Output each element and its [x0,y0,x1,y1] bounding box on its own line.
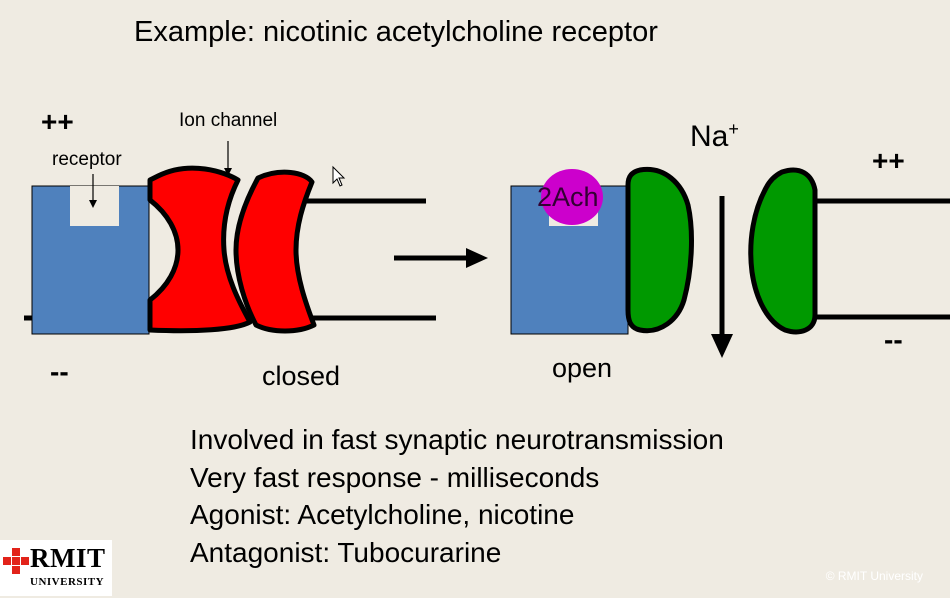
logo-wordmark: RMIT [30,543,106,573]
slide-title: Example: nicotinic acetylcholine recepto… [134,16,658,48]
closed-state-label: closed [262,361,341,391]
ligand-label: 2Ach [537,182,599,212]
copyright-notice: © RMIT University [825,569,923,583]
fact-item: Very fast response - milliseconds [190,461,600,493]
rmit-pixel-mark-icon [3,548,29,574]
ion-channel-open-left [625,166,694,334]
receptor-pointer-head [89,200,97,208]
sodium-ion-charge: + [728,119,739,139]
charge-bottom-open: -- [884,324,903,355]
charge-top-closed: ++ [41,106,74,137]
charge-top-open: ++ [872,145,905,176]
binding-site-closed [70,186,119,226]
fact-item: Antagonist: Tubocurarine [190,536,502,568]
ion-channel-closed-right [233,169,317,334]
ion-flow-arrow-head [711,334,733,358]
charge-bottom-closed: -- [50,356,69,387]
ion-channel-closed-left [147,165,253,334]
ion-channel-pointer-head [224,168,232,176]
rmit-logo: RMIT UNIVERSITY [0,540,112,596]
fact-list: Involved in fast synaptic neurotransmiss… [190,421,724,571]
ion-channel-label: Ion channel [179,110,278,131]
mouse-cursor-icon [332,165,346,187]
sodium-ion-symbol: Na [690,120,729,153]
fact-item: Agonist: Acetylcholine, nicotine [190,499,575,530]
ion-channel-open-right [748,167,818,335]
sodium-ion-label: Na+ [690,119,739,154]
ligand-ach [541,169,603,225]
logo-subtitle: UNIVERSITY [30,576,105,588]
receptor-label: receptor [52,149,122,170]
open-state-label: open [552,353,613,383]
transition-arrow-head [466,248,488,268]
fact-item: Involved in fast synaptic neurotransmiss… [190,424,724,455]
